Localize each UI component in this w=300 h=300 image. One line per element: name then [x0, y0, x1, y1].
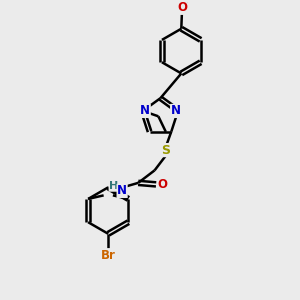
Text: N: N	[117, 184, 127, 197]
Text: N: N	[140, 104, 150, 117]
Text: S: S	[161, 144, 170, 157]
Text: N: N	[171, 104, 181, 117]
Text: Br: Br	[101, 249, 116, 262]
Text: O: O	[177, 1, 187, 14]
Text: H: H	[109, 181, 119, 191]
Text: O: O	[158, 178, 168, 191]
